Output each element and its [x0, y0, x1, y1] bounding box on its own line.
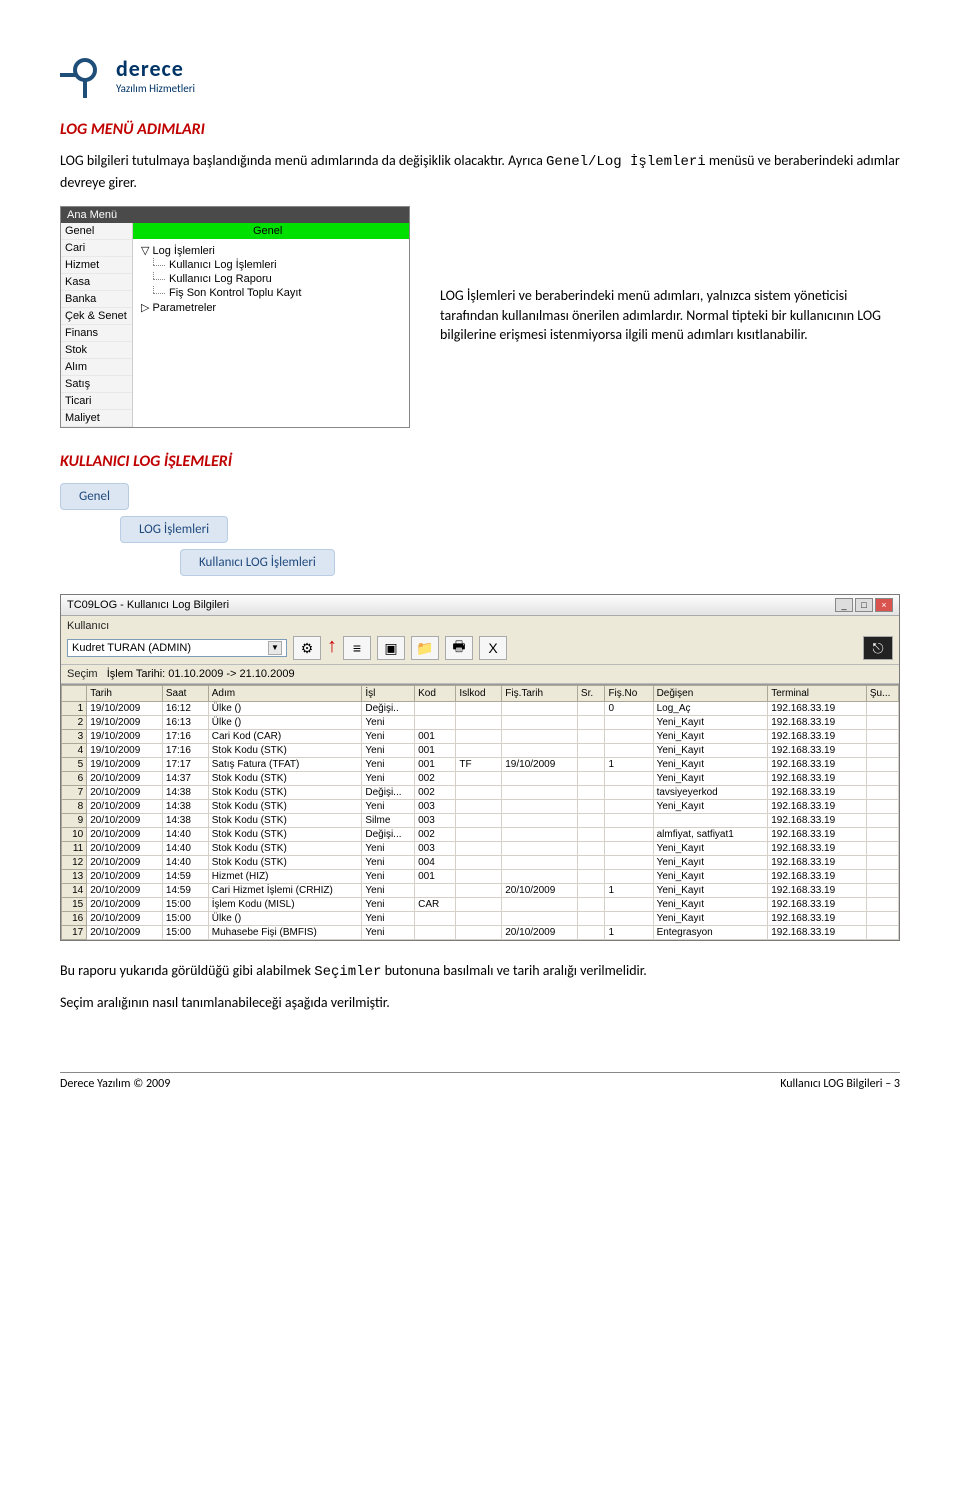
page-footer: Derece Yazılım © 2009 Kullanıcı LOG Bilg…	[60, 1072, 900, 1091]
table-row[interactable]: 1420/10/200914:59Cari Hizmet İşlemi (CRH…	[62, 884, 899, 898]
para-2: Bu raporu yukarıda görüldüğü gibi alabil…	[60, 961, 900, 983]
column-header[interactable]: Fiş.Tarih	[502, 686, 578, 702]
column-header[interactable]: Sr.	[577, 686, 605, 702]
tree-item-user-log-report[interactable]: Kullanıcı Log Raporu	[141, 272, 401, 286]
table-row[interactable]: 720/10/200914:38Stok Kodu (STK)Değişi...…	[62, 786, 899, 800]
column-header[interactable]: Kod	[415, 686, 456, 702]
column-header[interactable]: Islkod	[456, 686, 502, 702]
red-arrow-icon: ↑	[327, 635, 337, 658]
menu-sidebar: GenelCariHizmetKasaBankaÇek & SenetFinan…	[61, 223, 133, 427]
folder-icon[interactable]: 📁	[411, 636, 439, 660]
bc-genel: Genel	[60, 483, 129, 510]
list-icon[interactable]: ≡	[343, 636, 371, 660]
intro-text-a: LOG bilgileri tutulmaya başlandığında me…	[60, 152, 546, 169]
menu-side-item[interactable]: Banka	[61, 291, 132, 308]
column-header[interactable]: Şu...	[866, 686, 898, 702]
bc-log-islemleri: LOG İşlemleri	[120, 516, 228, 543]
user-label: Kullanıcı	[67, 620, 109, 632]
table-row[interactable]: 219/10/200916:13Ülke ()YeniYeni_Kayıt192…	[62, 716, 899, 730]
excel-icon[interactable]: X	[479, 636, 507, 660]
column-header[interactable]: İşl	[362, 686, 415, 702]
menu-side-item[interactable]: Kasa	[61, 274, 132, 291]
column-header[interactable]: Değişen	[653, 686, 768, 702]
table-row[interactable]: 620/10/200914:37Stok Kodu (STK)Yeni002Ye…	[62, 772, 899, 786]
menu-top-label: Ana Menü	[61, 207, 409, 223]
table-row[interactable]: 1720/10/200915:00Muhasebe Fişi (BMFIS)Ye…	[62, 926, 899, 940]
column-header[interactable]: Terminal	[768, 686, 867, 702]
tree-item-fis-kontrol[interactable]: Fiş Son Kontrol Toplu Kayıt	[141, 286, 401, 300]
table-row[interactable]: 820/10/200914:38Stok Kodu (STK)Yeni003Ye…	[62, 800, 899, 814]
user-log-heading: KULLANICI LOG İŞLEMLERİ	[60, 452, 900, 471]
table-row[interactable]: 319/10/200917:16Cari Kod (CAR)Yeni001Yen…	[62, 730, 899, 744]
minimize-button[interactable]: _	[835, 598, 853, 612]
print-icon[interactable]: 🖶	[445, 636, 473, 660]
table-row[interactable]: 1320/10/200914:59Hizmet (HIZ)Yeni001Yeni…	[62, 870, 899, 884]
footer-left: Derece Yazılım © 2009	[60, 1077, 170, 1091]
table-row[interactable]: 1520/10/200915:00İşlem Kodu (MISL)YeniCA…	[62, 898, 899, 912]
settings-icon[interactable]: ⚙	[293, 636, 321, 660]
intro-paragraph: LOG bilgileri tutulmaya başlandığında me…	[60, 151, 900, 192]
table-row[interactable]: 119/10/200916:12Ülke ()Değişi..0Log_Aç19…	[62, 702, 899, 716]
bc-kullanici-log: Kullanıcı LOG İşlemleri	[180, 549, 335, 576]
window-title: TC09LOG - Kullanıcı Log Bilgileri	[67, 599, 229, 611]
footer-right: Kullanıcı LOG Bilgileri – 3	[780, 1077, 900, 1091]
column-header[interactable]: Tarih	[87, 686, 163, 702]
log-window: TC09LOG - Kullanıcı Log Bilgileri _ □ × …	[60, 594, 900, 941]
logo: derece Yazılım Hizmetleri	[60, 50, 900, 100]
column-header[interactable]: Saat	[162, 686, 208, 702]
column-header[interactable]: Fiş.No	[605, 686, 653, 702]
user-value: Kudret TURAN (ADMIN)	[72, 642, 191, 654]
logo-title: derece	[116, 55, 195, 82]
menu-side-item[interactable]: Ticari	[61, 393, 132, 410]
table-row[interactable]: 1020/10/200914:40Stok Kodu (STK)Değişi..…	[62, 828, 899, 842]
intro-monospace: Genel/Log İşlemleri	[546, 154, 706, 170]
menu-right-header: Genel	[133, 223, 409, 239]
close-button[interactable]: ×	[875, 598, 893, 612]
log-menu-heading: LOG MENÜ ADIMLARI	[60, 120, 900, 139]
breadcrumb: Genel LOG İşlemleri Kullanıcı LOG İşleml…	[60, 483, 900, 576]
table-row[interactable]: 419/10/200917:16Stok Kodu (STK)Yeni001Ye…	[62, 744, 899, 758]
user-combo[interactable]: Kudret TURAN (ADMIN) ▼	[67, 639, 287, 657]
menu-side-item[interactable]: Satış	[61, 376, 132, 393]
chevron-down-icon[interactable]: ▼	[268, 641, 282, 655]
maximize-button[interactable]: □	[855, 598, 873, 612]
logo-subtitle: Yazılım Hizmetleri	[116, 82, 195, 95]
log-grid: TarihSaatAdımİşlKodIslkodFiş.TarihSr.Fiş…	[61, 684, 899, 940]
menu-side-item[interactable]: Cari	[61, 240, 132, 257]
menu-side-item[interactable]: Alım	[61, 359, 132, 376]
menu-description: LOG İşlemleri ve beraberindeki menü adım…	[440, 206, 900, 345]
tree-item-user-log[interactable]: Kullanıcı Log İşlemleri	[141, 258, 401, 272]
menu-side-item[interactable]: Genel	[61, 223, 132, 240]
tree-item-log[interactable]: ▽ Log İşlemleri	[141, 243, 401, 258]
table-row[interactable]: 1120/10/200914:40Stok Kodu (STK)Yeni003Y…	[62, 842, 899, 856]
selection-value: İşlem Tarihi: 01.10.2009 -> 21.10.2009	[107, 668, 295, 680]
table-row[interactable]: 519/10/200917:17Satış Fatura (TFAT)Yeni0…	[62, 758, 899, 772]
selection-label: Seçim	[67, 668, 98, 680]
para-3: Seçim aralığının nasıl tanımlanabileceği…	[60, 993, 900, 1013]
secimler-label: Seçimler	[314, 964, 381, 980]
menu-screenshot: Ana Menü GenelCariHizmetKasaBankaÇek & S…	[60, 206, 410, 428]
column-header[interactable]: Adım	[208, 686, 362, 702]
tree-item-params[interactable]: ▷ Parametreler	[141, 300, 401, 315]
column-header[interactable]	[62, 686, 87, 702]
menu-side-item[interactable]: Çek & Senet	[61, 308, 132, 325]
table-row[interactable]: 1220/10/200914:40Stok Kodu (STK)Yeni004Y…	[62, 856, 899, 870]
table-row[interactable]: 1620/10/200915:00Ülke ()YeniYeni_Kayıt19…	[62, 912, 899, 926]
menu-tree: ▽ Log İşlemleri Kullanıcı Log İşlemleri …	[133, 239, 409, 319]
menu-side-item[interactable]: Maliyet	[61, 410, 132, 427]
menu-side-item[interactable]: Finans	[61, 325, 132, 342]
menu-side-item[interactable]: Stok	[61, 342, 132, 359]
table-row[interactable]: 920/10/200914:38Stok Kodu (STK)Silme0031…	[62, 814, 899, 828]
menu-side-item[interactable]: Hizmet	[61, 257, 132, 274]
box-icon[interactable]: ▣	[377, 636, 405, 660]
logo-icon	[60, 50, 110, 100]
exit-icon[interactable]: ⎋	[863, 636, 893, 660]
